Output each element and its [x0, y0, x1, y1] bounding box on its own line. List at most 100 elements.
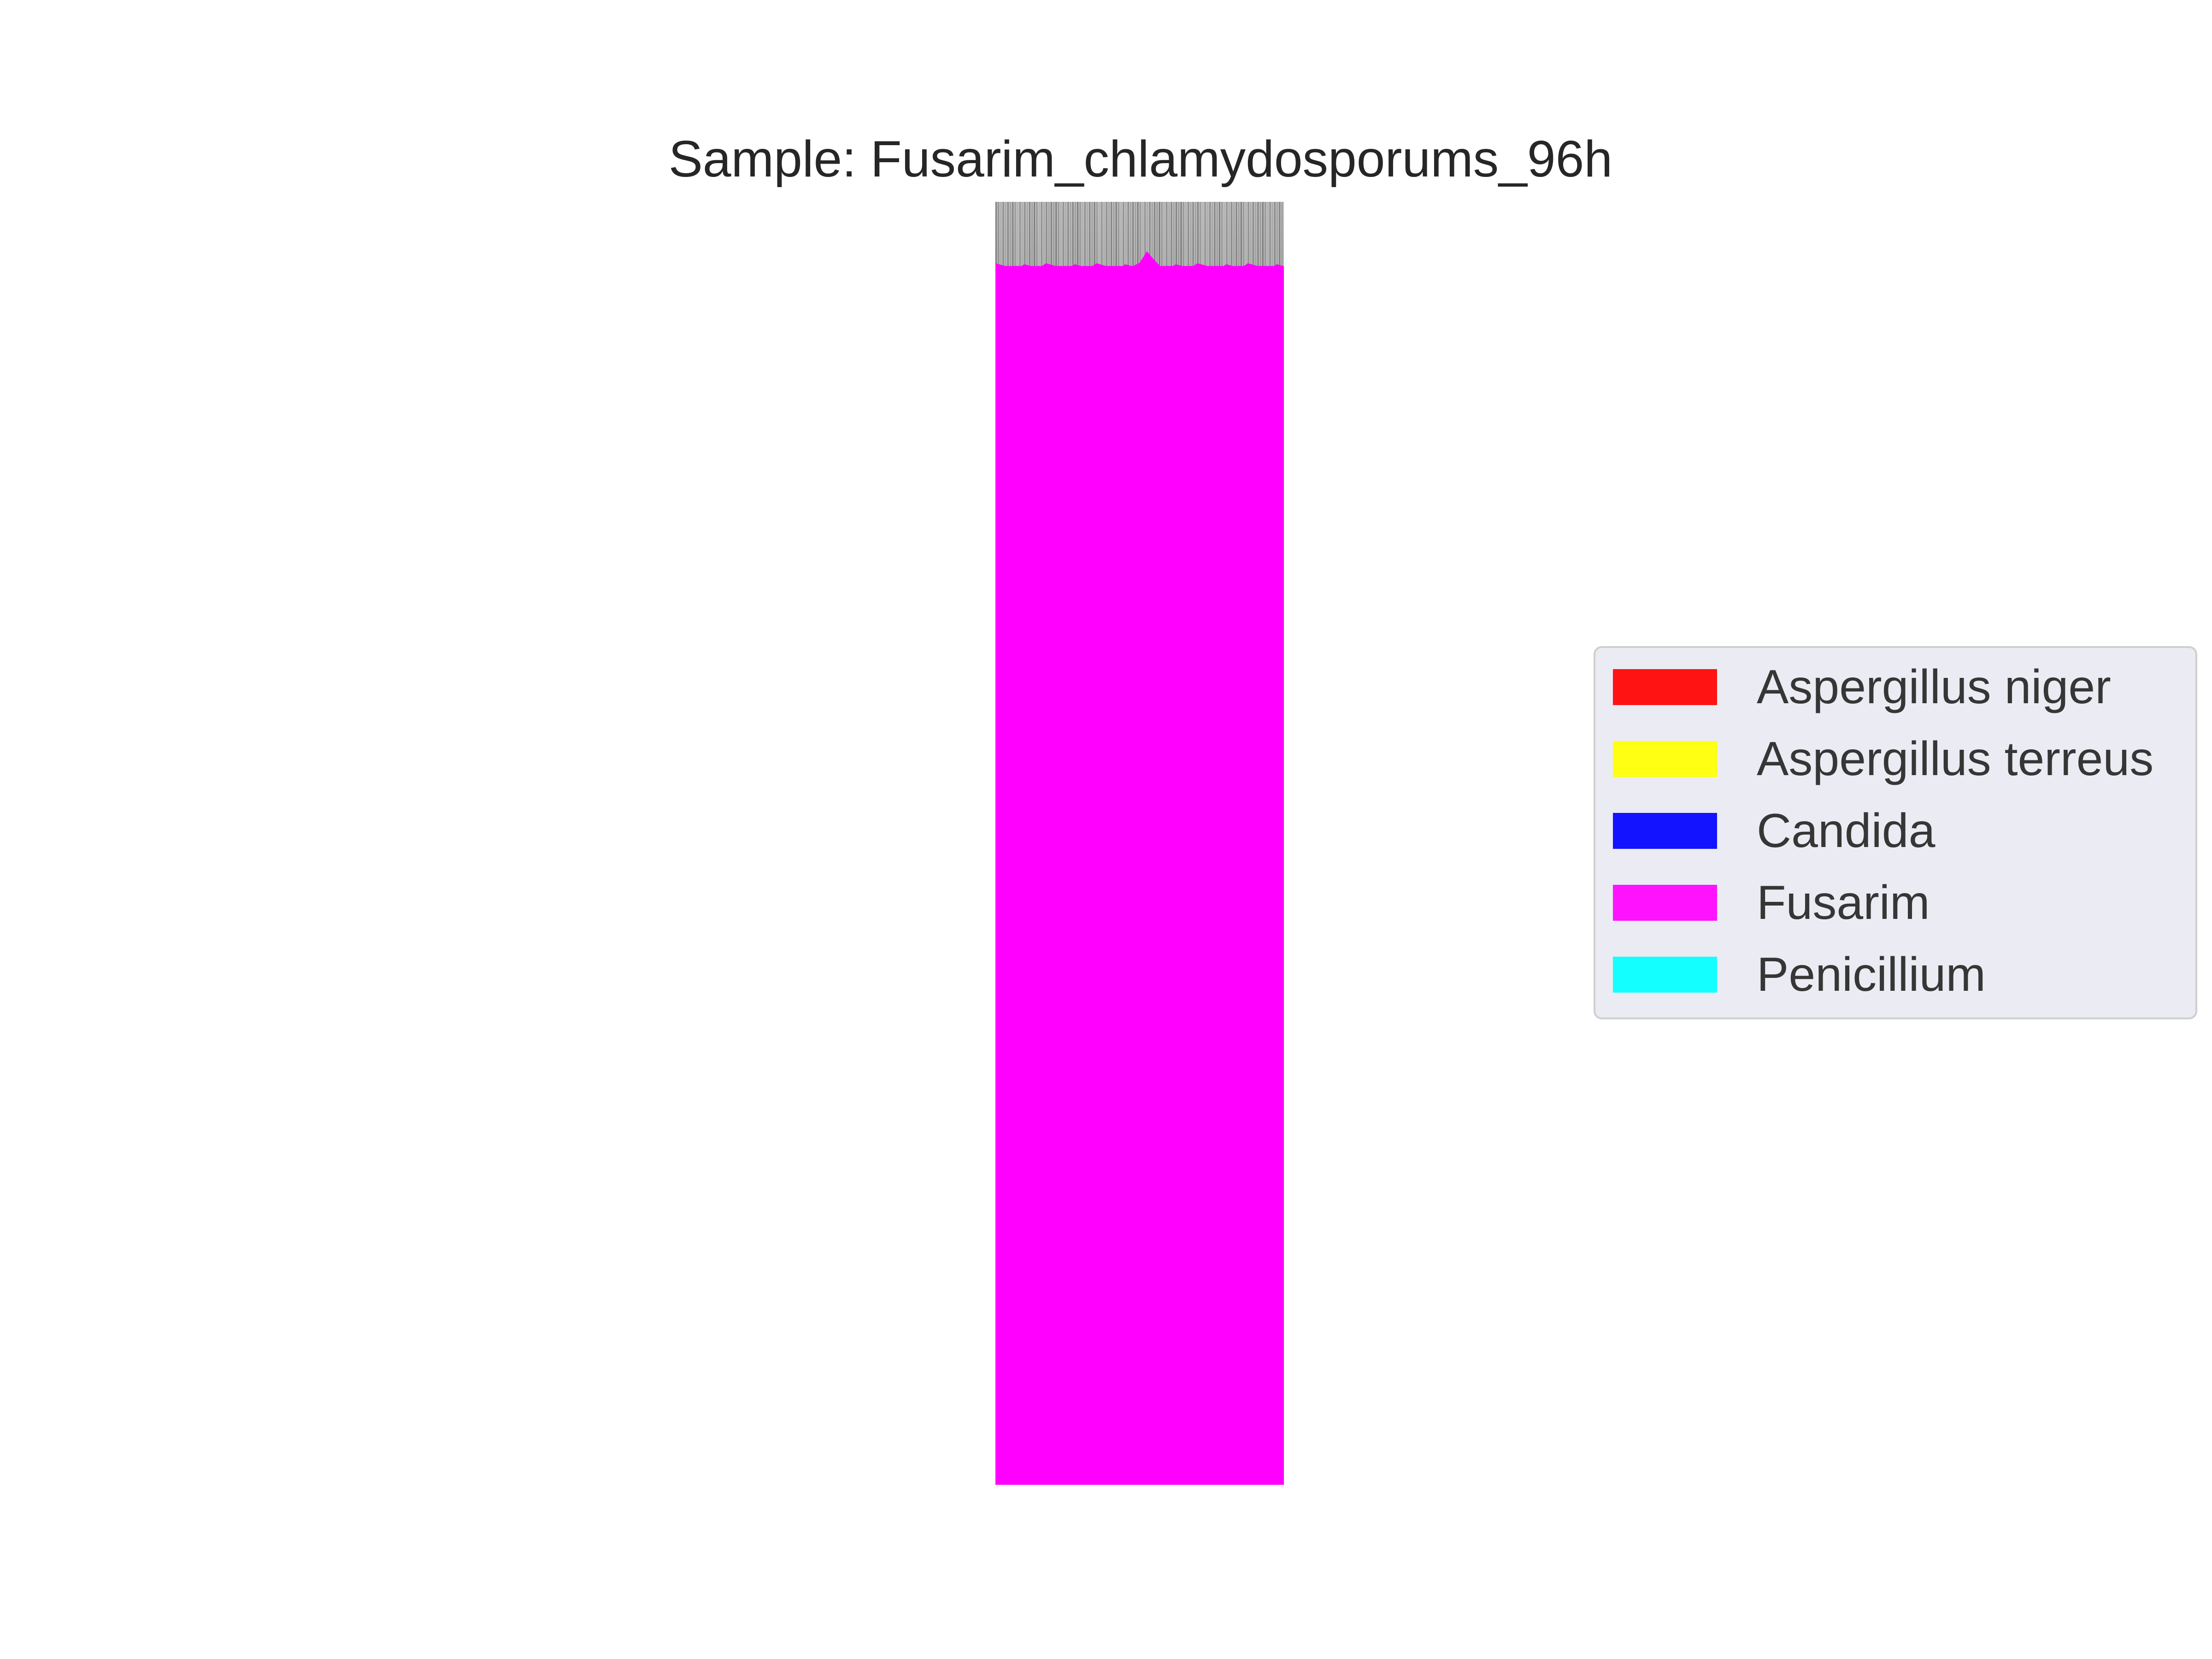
bar-remainder-streak: [1176, 202, 1177, 271]
bar-remainder-streak: [1197, 202, 1199, 271]
bar-remainder-streak: [1034, 202, 1035, 271]
bar-remainder-streak: [1082, 202, 1083, 271]
bar-remainder-streak: [1050, 202, 1052, 271]
bar-remainder-streak: [1209, 202, 1211, 271]
bar-remainder-streak: [1111, 202, 1112, 271]
bar-remainder-streak: [1202, 202, 1204, 271]
legend-label: Aspergillus niger: [1757, 660, 2111, 714]
bar-remainder-streak: [1043, 202, 1045, 271]
bar-remainder-streak: [1185, 202, 1187, 271]
bar-remainder-streak: [1060, 202, 1062, 271]
bar-remainder-streak: [1120, 202, 1122, 271]
bar-remainder-streak: [1012, 202, 1014, 271]
bar-remainder-streak: [1149, 202, 1151, 271]
bar-remainder-streak: [1108, 202, 1110, 271]
chart-title: Sample: Fusarim_chlamydosporums_96h: [668, 130, 1613, 188]
bar-remainder-streak: [1229, 202, 1230, 271]
legend-swatch: [1613, 669, 1717, 705]
bar-remainder-streak: [1055, 202, 1057, 271]
bar-remainder-streak: [1171, 202, 1172, 271]
bar-remainder-streak: [1231, 202, 1232, 271]
bar-remainder-streak: [1127, 202, 1129, 271]
bar-remainder-streak: [1243, 202, 1244, 271]
bar-remainder-streak: [1259, 202, 1261, 271]
bar-remainder-streak: [1190, 202, 1192, 271]
bar-remainder-streak: [1245, 202, 1247, 271]
bar-remainder-streak: [1204, 202, 1206, 271]
bar-remainder-streak: [1014, 202, 1016, 271]
bar-remainder-streak: [1221, 202, 1223, 271]
bar-remainder-streak: [1026, 202, 1028, 271]
bar-remainder-streak: [1118, 202, 1119, 271]
bar-remainder-streak: [1046, 202, 1047, 271]
bar-remainder-streak: [1067, 202, 1069, 271]
bar-remainder-streak: [1113, 202, 1115, 271]
bar-remainder-streak: [1029, 202, 1030, 271]
bar-remainder-streak: [1125, 202, 1127, 271]
bar-remainder-streak: [1267, 202, 1269, 271]
bar-remainder-streak: [1253, 202, 1254, 271]
legend-swatch: [1613, 813, 1717, 849]
bar-remainder-streak: [1089, 202, 1091, 271]
bar-remainder-streak: [1192, 202, 1194, 271]
bar-remainder-streak: [1053, 202, 1054, 271]
bar-remainder-streak: [1281, 202, 1283, 271]
bar-remainder-streak: [1194, 202, 1196, 271]
bar-remainder-streak: [1070, 202, 1071, 271]
bar-remainder-streak: [1031, 202, 1033, 271]
bar-remainder-streak: [1123, 202, 1124, 271]
bar-remainder-streak: [1262, 202, 1264, 271]
bar-remainder-streak: [1188, 202, 1189, 271]
legend: Aspergillus niger Aspergillus terreus Cand…: [1594, 646, 2197, 1019]
bar-remainder-streak: [1005, 202, 1006, 271]
bar-remainder-streak: [1216, 202, 1218, 271]
bar-remainder-streak: [1017, 202, 1018, 271]
bar-remainder-streak: [1214, 202, 1216, 271]
bar-remainder-streak: [1065, 202, 1066, 271]
bar-remainder-streak: [1238, 202, 1240, 271]
bar-remainder-streak: [1063, 202, 1064, 271]
bar-remainder-streak: [1048, 202, 1050, 271]
bar-remainder-streak: [1241, 202, 1242, 271]
bar-remainder-streak: [1019, 202, 1021, 271]
bar-remainder-streak: [1099, 202, 1100, 271]
bar-remainder-streak: [1257, 202, 1259, 271]
bar-remainder-streak: [1079, 202, 1081, 271]
bar-remainder-streak: [1096, 202, 1098, 271]
bar-stack: [995, 202, 1284, 1485]
legend-label: Penicillium: [1757, 948, 1986, 1001]
bar-remainder-streak: [1041, 202, 1042, 271]
bar-remainder-streak: [1130, 202, 1131, 271]
bar-remainder-streak: [1226, 202, 1228, 271]
bar-remainder-streak: [1156, 202, 1158, 271]
bar-remainder-streak: [1182, 202, 1184, 271]
bar-remainder-streak: [1106, 202, 1107, 271]
bar-remainder-streak: [1140, 202, 1141, 271]
legend-swatch: [1613, 885, 1717, 921]
bar-remainder-streak: [1265, 202, 1266, 271]
bar-remainder-streak: [1233, 202, 1235, 271]
bar-remainder-streak: [1024, 202, 1026, 271]
bar-remainder-streak: [1038, 202, 1040, 271]
bar-remainder-streak: [1058, 202, 1059, 271]
bar-remainder-streak: [1094, 202, 1095, 271]
bar-remainder-streak: [1010, 202, 1011, 271]
legend-label: Candida: [1757, 804, 1936, 858]
bar-remainder-streak: [1036, 202, 1038, 271]
bar-remainder-streak: [1255, 202, 1257, 271]
bar-remainder-streak: [1279, 202, 1281, 271]
legend-swatch: [1613, 741, 1717, 777]
bar-remainder-streak: [1159, 202, 1160, 271]
bar-remainder-streak: [1084, 202, 1086, 271]
bar-remainder-streak: [995, 202, 997, 271]
bar-remainder-streak: [1200, 202, 1201, 271]
bar-remainder-streak: [1137, 202, 1139, 271]
bar-remainder-streak: [1101, 202, 1103, 271]
bar-remainder-streak: [1277, 202, 1278, 271]
bar-segment-fusarim: [995, 266, 1284, 1485]
bar-remainder-streak: [1002, 202, 1004, 271]
bar-remainder-streak: [1180, 202, 1182, 271]
bar-remainder-streak: [1022, 202, 1023, 271]
bar-remainder-streak: [1154, 202, 1155, 271]
